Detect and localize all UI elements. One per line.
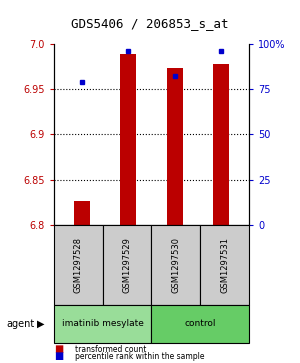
Text: control: control — [184, 319, 216, 329]
Bar — [167, 68, 183, 225]
Text: ■: ■ — [54, 344, 63, 354]
Text: GSM1297528: GSM1297528 — [74, 237, 83, 293]
Text: GDS5406 / 206853_s_at: GDS5406 / 206853_s_at — [71, 17, 229, 30]
Text: transformed count: transformed count — [75, 345, 146, 354]
Text: ▶: ▶ — [37, 319, 44, 329]
Text: GSM1297529: GSM1297529 — [123, 237, 132, 293]
Text: percentile rank within the sample: percentile rank within the sample — [75, 352, 205, 361]
Bar — [120, 54, 136, 225]
Text: imatinib mesylate: imatinib mesylate — [62, 319, 144, 329]
Bar — [74, 201, 90, 225]
Text: GSM1297531: GSM1297531 — [220, 237, 229, 293]
Text: agent: agent — [6, 319, 34, 329]
Bar — [213, 65, 229, 225]
Text: GSM1297530: GSM1297530 — [171, 237, 180, 293]
Text: ■: ■ — [54, 351, 63, 361]
